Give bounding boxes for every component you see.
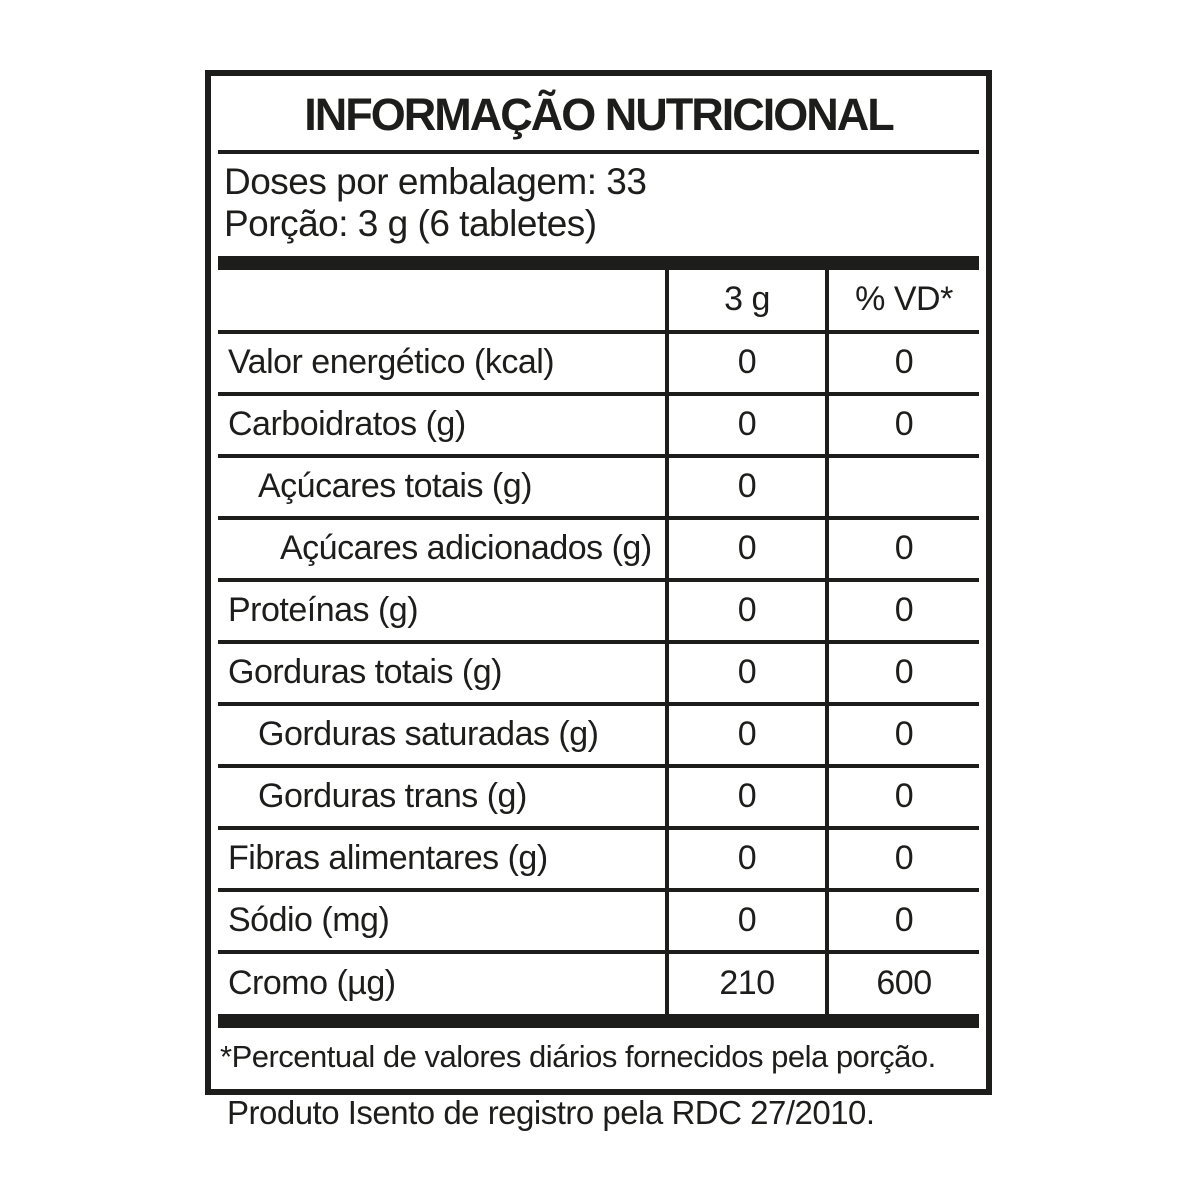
title-divider (218, 150, 979, 154)
table-row: Carboidratos (g) 0 0 (218, 391, 979, 456)
label-title: INFORMAÇÃO NUTRICIONAL (304, 89, 894, 140)
table-row: Gorduras saturadas (g) 0 0 (218, 701, 979, 766)
table-row: Proteínas (g) 0 0 (218, 577, 979, 642)
table-row: Cromo (µg) 210 600 (218, 949, 979, 1014)
nutrient-amount: 0 (665, 887, 827, 952)
nutrient-dv: 0 (825, 825, 979, 890)
nutrient-dv: 0 (825, 329, 979, 394)
nutrient-amount: 0 (665, 701, 827, 766)
nutrient-dv: 600 (825, 949, 979, 1014)
table-row: Gorduras totais (g) 0 0 (218, 639, 979, 704)
nutrient-dv: 0 (825, 639, 979, 704)
table-row: Valor energético (kcal) 0 0 (218, 329, 979, 394)
table-row: Gorduras trans (g) 0 0 (218, 763, 979, 828)
separator-bar-top (218, 255, 979, 270)
table-row: Sódio (mg) 0 0 (218, 887, 979, 952)
nutrient-amount: 0 (665, 825, 827, 890)
nutrient-name: Gorduras saturadas (g) (218, 701, 667, 766)
table-row: Açúcares adicionados (g) 0 0 (218, 515, 979, 580)
nutrient-name: Proteínas (g) (218, 577, 667, 642)
nutrient-name: Fibras alimentares (g) (218, 825, 667, 890)
table-row: Açúcares totais (g) 0 (218, 453, 979, 518)
serving-info: Doses por embalagem: 33 Porção: 3 g (6 t… (211, 154, 986, 256)
nutrient-name: Açúcares totais (g) (218, 453, 667, 518)
separator-bar-bottom (218, 1013, 979, 1028)
nutrition-table: 3 g % VD* Valor energético (kcal) 0 0 Ca… (218, 269, 979, 1014)
registration-note: Produto Isento de registro pela RDC 27/2… (227, 1094, 875, 1131)
nutrient-amount: 210 (665, 949, 827, 1014)
nutrition-label: INFORMAÇÃO NUTRICIONAL Doses por embalag… (205, 70, 992, 1095)
portion-size: Porção: 3 g (6 tabletes) (224, 202, 597, 244)
nutrient-amount: 0 (665, 639, 827, 704)
nutrient-name: Açúcares adicionados (g) (218, 515, 667, 580)
nutrient-name: Valor energético (kcal) (218, 329, 667, 394)
header-empty-cell (218, 270, 667, 332)
nutrient-amount: 0 (665, 763, 827, 828)
servings-per-package: Doses por embalagem: 33 (224, 161, 647, 202)
nutrient-dv: 0 (825, 701, 979, 766)
nutrient-amount: 0 (665, 329, 827, 394)
header-dv-column: % VD* (825, 269, 979, 332)
nutrient-name: Gorduras trans (g) (218, 763, 667, 828)
nutrient-amount: 0 (665, 577, 827, 642)
nutrient-amount: 0 (665, 453, 827, 518)
nutrient-dv (825, 453, 979, 518)
header-amount-column: 3 g (665, 269, 827, 332)
nutrient-name: Carboidratos (g) (218, 391, 667, 456)
table-row: Fibras alimentares (g) 0 0 (218, 825, 979, 890)
nutrient-name: Gorduras totais (g) (218, 639, 667, 704)
table-header-row: 3 g % VD* (218, 269, 979, 332)
nutrient-dv: 0 (825, 515, 979, 580)
nutrient-name: Sódio (mg) (218, 887, 667, 952)
dv-footnote: *Percentual de valores diários fornecido… (220, 1038, 936, 1074)
nutrient-amount: 0 (665, 515, 827, 580)
nutrient-dv: 0 (825, 763, 979, 828)
nutrient-dv: 0 (825, 391, 979, 456)
nutrient-dv: 0 (825, 887, 979, 952)
nutrient-name: Cromo (µg) (218, 949, 667, 1014)
nutrient-dv: 0 (825, 577, 979, 642)
nutrient-amount: 0 (665, 391, 827, 456)
